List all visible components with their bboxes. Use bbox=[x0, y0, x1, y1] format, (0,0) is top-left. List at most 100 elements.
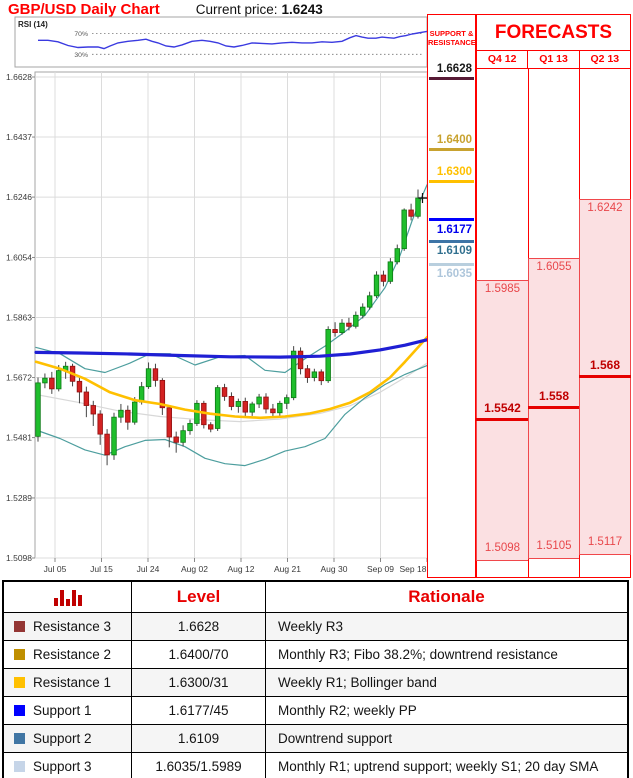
forecast-central-label: 1.5542 bbox=[484, 401, 521, 416]
level-column-header: Level bbox=[131, 582, 265, 612]
level-value: 1.6177/45 bbox=[131, 697, 265, 724]
forecast-quarter-3: Q2 13 bbox=[578, 51, 630, 68]
current-price-label: Current price: bbox=[195, 2, 278, 17]
svg-text:Jul 24: Jul 24 bbox=[137, 564, 160, 574]
levels-table-header: Level Rationale bbox=[4, 582, 627, 612]
svg-text:Jul 05: Jul 05 bbox=[44, 564, 67, 574]
100-day-sma bbox=[35, 362, 428, 423]
level-name: Support 2 bbox=[33, 731, 92, 746]
table-row-resistance-1: Resistance 1 1.6300/31 Weekly R1; Bollinge… bbox=[4, 668, 627, 696]
forecast-quarter-1: Q4 12 bbox=[487, 53, 517, 65]
sr-level-label: 1.6035 bbox=[436, 268, 472, 281]
forecast-range-label: 1.6055 bbox=[536, 261, 572, 274]
table-row-support-1: Support 1 1.6177/45 Monthly R2; weekly PP bbox=[4, 696, 627, 724]
level-name: Resistance 3 bbox=[33, 619, 112, 634]
level-name: Resistance 2 bbox=[33, 647, 112, 662]
forecast-range-label: 1.5985 bbox=[484, 283, 521, 296]
forecast-range-label: 1.5117 bbox=[587, 536, 623, 549]
svg-text:Aug 02: Aug 02 bbox=[181, 564, 208, 574]
forecast-range-label: 1.5098 bbox=[484, 542, 521, 554]
forecast-range-label: 1.6242 bbox=[587, 202, 623, 215]
svg-text:Aug 12: Aug 12 bbox=[228, 564, 255, 574]
levels-table: Level Rationale Resistance 3 1.6628 Weekly… bbox=[2, 580, 629, 778]
svg-text:1.6054: 1.6054 bbox=[6, 252, 32, 262]
forecast-column-Q1-13: 1.6055 1.5105 1.558 bbox=[528, 69, 580, 577]
svg-text:1.6628: 1.6628 bbox=[6, 72, 32, 82]
svg-text:Sep 09: Sep 09 bbox=[367, 564, 394, 574]
forecast-quarter-2: Q1 13 bbox=[527, 51, 578, 68]
rsi-line bbox=[38, 30, 428, 50]
rationale-column-header: Rationale bbox=[265, 582, 627, 612]
svg-text:1.5672: 1.5672 bbox=[6, 373, 32, 383]
level-value: 1.6628 bbox=[131, 613, 265, 640]
svg-text:Jul 15: Jul 15 bbox=[90, 564, 113, 574]
forecast-column-Q4-12: 1.5985 1.5098 1.5542 bbox=[476, 69, 529, 577]
sr-level-line-1.6400 bbox=[429, 148, 474, 152]
forecast-columns: 1.5985 1.5098 1.5542 1.6055 1.5105 1.558 1.624… bbox=[476, 69, 631, 577]
svg-text:1.6437: 1.6437 bbox=[6, 132, 32, 142]
table-row-resistance-2: Resistance 2 1.6400/70 Monthly R3; Fibo 38… bbox=[4, 640, 627, 668]
table-row-resistance-3: Resistance 3 1.6628 Weekly R3 bbox=[4, 612, 627, 640]
forecast-central-label: 1.558 bbox=[538, 389, 570, 404]
level-rationale: Monthly R3; Fibo 38.2%; downtrend resist… bbox=[265, 641, 627, 668]
level-value: 1.6400/70 bbox=[131, 641, 265, 668]
bar-chart-icon bbox=[4, 582, 131, 612]
forecast-central-line bbox=[528, 405, 580, 409]
svg-text:1.5863: 1.5863 bbox=[6, 313, 32, 323]
svg-text:30%: 30% bbox=[74, 52, 88, 59]
rsi-label: RSI (14) bbox=[18, 20, 48, 29]
svg-text:1.5481: 1.5481 bbox=[6, 433, 32, 443]
level-color-swatch bbox=[14, 621, 25, 632]
bollinger-upper-band bbox=[35, 184, 428, 374]
svg-text:1.6246: 1.6246 bbox=[6, 192, 32, 202]
sr-level-label: 1.6400 bbox=[436, 134, 472, 147]
forecast-central-label: 1.568 bbox=[589, 358, 621, 373]
level-rationale: Downtrend support bbox=[265, 725, 627, 752]
200-day-sma bbox=[34, 338, 429, 359]
level-rationale: Monthly R2; weekly PP bbox=[265, 697, 627, 724]
level-color-swatch bbox=[14, 733, 25, 744]
level-rationale: Weekly R1; Bollinger band bbox=[265, 669, 627, 696]
level-name: Support 3 bbox=[33, 759, 92, 774]
level-rationale: Weekly R3 bbox=[265, 613, 627, 640]
level-value: 1.6035/1.5989 bbox=[131, 753, 265, 778]
svg-text:Aug 30: Aug 30 bbox=[321, 564, 348, 574]
support-resistance-title: SUPPORT & RESISTANCE bbox=[428, 29, 476, 47]
sr-level-label: 1.6109 bbox=[436, 245, 472, 258]
forecast-quarter-headers: Q4 12 Q1 13 Q2 13 bbox=[477, 51, 630, 69]
20-day-sma bbox=[34, 335, 429, 420]
svg-text:1.5289: 1.5289 bbox=[6, 493, 32, 503]
forecast-central-line bbox=[579, 374, 631, 378]
table-row-support-2: Support 2 1.6109 Downtrend support bbox=[4, 724, 627, 752]
forecast-column-Q2-13: 1.6242 1.5117 1.568 bbox=[579, 69, 631, 577]
svg-text:Aug 21: Aug 21 bbox=[274, 564, 301, 574]
forecast-range-label: 1.5105 bbox=[536, 539, 572, 552]
sr-level-line-1.6109 bbox=[429, 239, 474, 243]
level-color-swatch bbox=[14, 761, 25, 772]
sr-level-line-1.6300 bbox=[429, 179, 474, 183]
level-name: Support 1 bbox=[33, 703, 92, 718]
forecast-central-line bbox=[476, 417, 529, 421]
table-row-support-3: Support 3 1.6035/1.5989 Monthly R1; uptren… bbox=[4, 752, 627, 778]
sr-level-label: 1.6300 bbox=[436, 165, 472, 178]
level-color-swatch bbox=[14, 677, 25, 688]
price-chart: RSI (14) 70% 30% 1.6628 1.6437 1.6246 1.6054 1.… bbox=[6, 16, 429, 574]
current-price-value: 1.6243 bbox=[281, 2, 323, 17]
current-price-marker bbox=[418, 193, 427, 204]
support-resistance-panel: SUPPORT & RESISTANCE 1.6628 1.6400 1.6300 1… bbox=[427, 14, 476, 578]
chart-header: GBP/USD Daily Chart Current price: 1.624… bbox=[8, 1, 323, 18]
svg-text:Sep 18: Sep 18 bbox=[400, 564, 427, 574]
svg-text:1.5098: 1.5098 bbox=[6, 553, 32, 563]
sr-level-label: 1.6177 bbox=[436, 223, 472, 236]
page-title: GBP/USD Daily Chart bbox=[8, 1, 160, 18]
sr-level-line-1.6628 bbox=[429, 76, 474, 80]
svg-text:70%: 70% bbox=[74, 31, 88, 38]
level-value: 1.6109 bbox=[131, 725, 265, 752]
forecasts-panel: FORECASTS Q4 12 Q1 13 Q2 13 1.5985 1.5098 1.… bbox=[476, 14, 631, 578]
sr-level-line-1.6035 bbox=[429, 262, 474, 266]
sr-level-label: 1.6628 bbox=[436, 62, 472, 75]
level-color-swatch bbox=[14, 705, 25, 716]
sr-level-line-1.6177 bbox=[429, 218, 474, 222]
level-color-swatch bbox=[14, 649, 25, 660]
